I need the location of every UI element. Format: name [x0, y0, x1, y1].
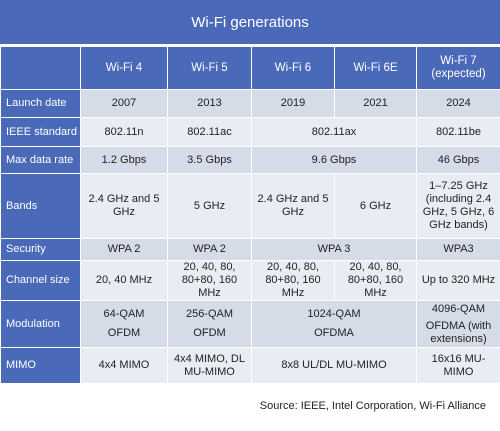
modulation-qam-wifi6-6e: 1024-QAM	[307, 308, 361, 320]
cell-channel-wifi4: 20, 40 MHz	[80, 260, 168, 301]
cell-channel-wifi6e: 20, 40, 80, 80+80, 160 MHz	[334, 260, 417, 301]
cell-modulation-wifi6-6e: 1024-QAM OFDMA	[251, 300, 417, 348]
modulation-ofdma-wifi7: OFDMA (with extensions)	[425, 319, 492, 345]
cell-ieee-wifi4: 802.11n	[80, 117, 168, 147]
cell-channel-wifi6: 20, 40, 80, 80+80, 160 MHz	[251, 260, 335, 301]
cell-mimo-wifi6-6e: 8x8 UL/DL MU-MIMO	[251, 347, 417, 384]
row-label-security: Security	[0, 238, 81, 261]
cell-launch-wifi5: 2013	[167, 89, 252, 118]
cell-bands-wifi6e: 6 GHz	[334, 173, 417, 239]
cell-launch-wifi6: 2019	[251, 89, 335, 118]
row-label-mimo: MIMO	[0, 347, 81, 384]
column-header-wifi7: Wi-Fi 7 (expected)	[416, 46, 500, 90]
cell-ieee-wifi5: 802.11ac	[167, 117, 252, 147]
cell-ieee-wifi7: 802.11be	[416, 117, 500, 147]
table-row-bands: Bands 2.4 GHz and 5 GHz 5 GHz 2.4 GHz an…	[0, 173, 500, 239]
table-row-launch-date: Launch date 2007 2013 2019 2021 2024	[0, 89, 500, 118]
cell-channel-wifi7: Up to 320 MHz	[416, 260, 500, 301]
cell-ieee-wifi6-6e: 802.11ax	[251, 117, 417, 147]
source-caption: Source: IEEE, Intel Corporation, Wi-Fi A…	[259, 400, 486, 412]
table-row-security: Security WPA 2 WPA 2 WPA 3 WPA3	[0, 238, 500, 261]
table-row-ieee-standard: IEEE standard 802.11n 802.11ac 802.11ax …	[0, 117, 500, 147]
cell-rate-wifi6-6e: 9.6 Gbps	[251, 146, 417, 174]
column-header-wifi6e: Wi-Fi 6E	[334, 46, 417, 90]
table-row-channel-size: Channel size 20, 40 MHz 20, 40, 80, 80+8…	[0, 260, 500, 301]
table-row-max-data-rate: Max data rate 1.2 Gbps 3.5 Gbps 9.6 Gbps…	[0, 146, 500, 174]
cell-security-wifi7: WPA3	[416, 238, 500, 261]
column-header-wifi5: Wi-Fi 5	[167, 46, 252, 90]
cell-security-wifi4: WPA 2	[80, 238, 168, 261]
cell-modulation-wifi7: 4096-QAM OFDMA (with extensions)	[416, 300, 500, 348]
column-header-wifi6: Wi-Fi 6	[251, 46, 335, 90]
modulation-ofdm-wifi5: OFDM	[193, 327, 226, 339]
cell-launch-wifi6e: 2021	[334, 89, 417, 118]
cell-bands-wifi7: 1–7.25 GHz (including 2.4 GHz, 5 GHz, 6 …	[416, 173, 500, 239]
wifi-generations-table: Wi-Fi 4 Wi-Fi 5 Wi-Fi 6 Wi-Fi 6E Wi-Fi 7…	[0, 46, 500, 384]
table-title: Wi-Fi generations	[0, 0, 500, 46]
table-row-mimo: MIMO 4x4 MIMO 4x4 MIMO, DL MU-MIMO 8x8 U…	[0, 347, 500, 384]
cell-launch-wifi4: 2007	[80, 89, 168, 118]
modulation-ofdm-wifi4: OFDM	[107, 327, 141, 339]
cell-mimo-wifi4: 4x4 MIMO	[80, 347, 168, 384]
header-row: Wi-Fi 4 Wi-Fi 5 Wi-Fi 6 Wi-Fi 6E Wi-Fi 7…	[0, 46, 500, 90]
header-corner	[0, 46, 81, 90]
cell-mimo-wifi7: 16x16 MU-MIMO	[416, 347, 500, 384]
cell-modulation-wifi5: 256-QAM OFDM	[167, 300, 252, 348]
cell-mimo-wifi5: 4x4 MIMO, DL MU-MIMO	[167, 347, 252, 384]
cell-bands-wifi5: 5 GHz	[167, 173, 252, 239]
cell-bands-wifi6: 2.4 GHz and 5 GHz	[251, 173, 335, 239]
modulation-qam-wifi7: 4096-QAM	[431, 302, 486, 315]
row-label-ieee-standard: IEEE standard	[0, 117, 81, 147]
modulation-ofdma-wifi6-6e: OFDMA	[314, 327, 354, 339]
row-label-modulation: Modulation	[0, 300, 81, 348]
table-row-modulation: Modulation 64-QAM OFDM 256-QAM OFDM 1024…	[0, 300, 500, 348]
cell-launch-wifi7: 2024	[416, 89, 500, 118]
cell-security-wifi6-6e: WPA 3	[251, 238, 417, 261]
cell-security-wifi5: WPA 2	[167, 238, 252, 261]
cell-rate-wifi4: 1.2 Gbps	[80, 146, 168, 174]
modulation-qam-wifi5: 256-QAM	[185, 308, 234, 320]
cell-rate-wifi5: 3.5 Gbps	[167, 146, 252, 174]
row-label-bands: Bands	[0, 173, 81, 239]
cell-bands-wifi4: 2.4 GHz and 5 GHz	[80, 173, 168, 239]
row-label-launch-date: Launch date	[0, 89, 81, 118]
modulation-qam-wifi4: 64-QAM	[103, 308, 145, 320]
cell-channel-wifi5: 20, 40, 80, 80+80, 160 MHz	[167, 260, 252, 301]
row-label-max-data-rate: Max data rate	[0, 146, 81, 174]
column-header-wifi4: Wi-Fi 4	[80, 46, 168, 90]
cell-rate-wifi7: 46 Gbps	[416, 146, 500, 174]
cell-modulation-wifi4: 64-QAM OFDM	[80, 300, 168, 348]
row-label-channel-size: Channel size	[0, 260, 81, 301]
